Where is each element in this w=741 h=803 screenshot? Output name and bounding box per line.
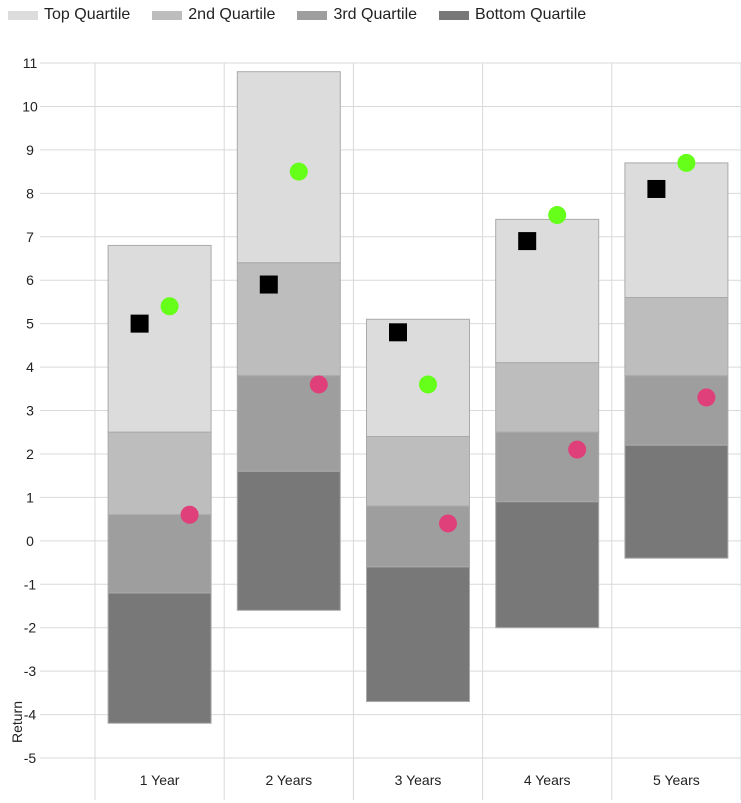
bar-segment bbox=[107, 514, 212, 594]
legend-label: Bottom Quartile bbox=[475, 6, 587, 23]
marker-circle bbox=[419, 375, 437, 394]
legend-item-2nd-quartile: 2nd Quartile bbox=[152, 6, 275, 24]
y-tick-label: 5 bbox=[26, 316, 34, 332]
y-tick-label: -3 bbox=[24, 663, 37, 679]
marker-circle bbox=[309, 375, 328, 394]
bar-segment bbox=[624, 162, 729, 299]
bar-segment bbox=[366, 318, 470, 438]
bar-segment bbox=[366, 436, 470, 507]
x-tick-label: 1 Year bbox=[140, 772, 180, 788]
bar-segment bbox=[624, 444, 729, 559]
x-tick-label: 4 Years bbox=[524, 772, 571, 788]
y-tick-label: 11 bbox=[23, 55, 38, 71]
marker-square bbox=[130, 314, 149, 333]
marker-circle bbox=[568, 440, 587, 459]
bar-segment bbox=[366, 566, 470, 703]
bar-segment bbox=[366, 505, 470, 568]
marker-circle bbox=[697, 388, 716, 407]
y-tick-label: 4 bbox=[26, 359, 34, 375]
bar-segment bbox=[236, 470, 341, 611]
y-axis-label: Return bbox=[9, 701, 25, 743]
bar-segment bbox=[107, 431, 212, 516]
y-tick-label: 9 bbox=[26, 142, 34, 158]
marker-circle bbox=[439, 514, 457, 533]
y-tick-label: 1 bbox=[26, 489, 34, 505]
legend-swatch bbox=[439, 10, 470, 20]
y-tick-label: 0 bbox=[26, 533, 34, 549]
y-tick-label: 8 bbox=[26, 185, 34, 201]
marker-square bbox=[647, 179, 666, 198]
marker-square bbox=[259, 275, 278, 294]
marker-circle bbox=[548, 206, 567, 225]
bar-segment bbox=[236, 71, 341, 264]
bar-segment bbox=[624, 375, 729, 446]
legend-swatch bbox=[297, 10, 328, 20]
y-tick-label: 7 bbox=[26, 229, 34, 245]
bar-segment bbox=[495, 362, 600, 433]
marker-circle bbox=[677, 153, 696, 172]
y-tick-label: 6 bbox=[26, 272, 34, 288]
legend-label: Top Quartile bbox=[44, 6, 131, 23]
y-tick-label: 3 bbox=[26, 403, 34, 419]
legend-swatch bbox=[8, 10, 38, 20]
bar-segment bbox=[236, 262, 341, 377]
legend-item-bottom-quartile: Bottom Quartile bbox=[439, 6, 586, 24]
bar-segment bbox=[107, 592, 212, 724]
bar-segment bbox=[495, 218, 600, 364]
marker-circle bbox=[160, 297, 179, 316]
y-tick-label: 2 bbox=[26, 446, 34, 462]
bar-segment bbox=[495, 431, 600, 503]
x-tick-label: 3 Years bbox=[395, 772, 442, 788]
y-tick-label: -1 bbox=[24, 576, 37, 592]
y-tick-label: 10 bbox=[22, 98, 38, 114]
legend-swatch bbox=[152, 10, 183, 20]
legend-item-3rd-quartile: 3rd Quartile bbox=[297, 6, 417, 24]
bar-segment bbox=[107, 244, 212, 433]
x-tick-label: 5 Years bbox=[653, 772, 700, 788]
bar-segment bbox=[624, 297, 729, 377]
chart-legend: Top Quartile 2nd Quartile 3rd Quartile B… bbox=[8, 6, 586, 24]
legend-label: 2nd Quartile bbox=[188, 6, 276, 23]
y-tick-label: -2 bbox=[24, 620, 37, 636]
x-tick-label: 2 Years bbox=[265, 772, 312, 788]
bar-segment bbox=[495, 501, 600, 629]
marker-circle bbox=[289, 162, 308, 181]
marker-square bbox=[518, 232, 537, 251]
y-tick-label: -5 bbox=[24, 750, 37, 766]
marker-circle bbox=[180, 505, 199, 524]
y-tick-label: -4 bbox=[24, 707, 37, 723]
legend-item-top-quartile: Top Quartile bbox=[8, 6, 130, 24]
marker-square bbox=[389, 323, 407, 342]
legend-label: 3rd Quartile bbox=[333, 6, 418, 23]
